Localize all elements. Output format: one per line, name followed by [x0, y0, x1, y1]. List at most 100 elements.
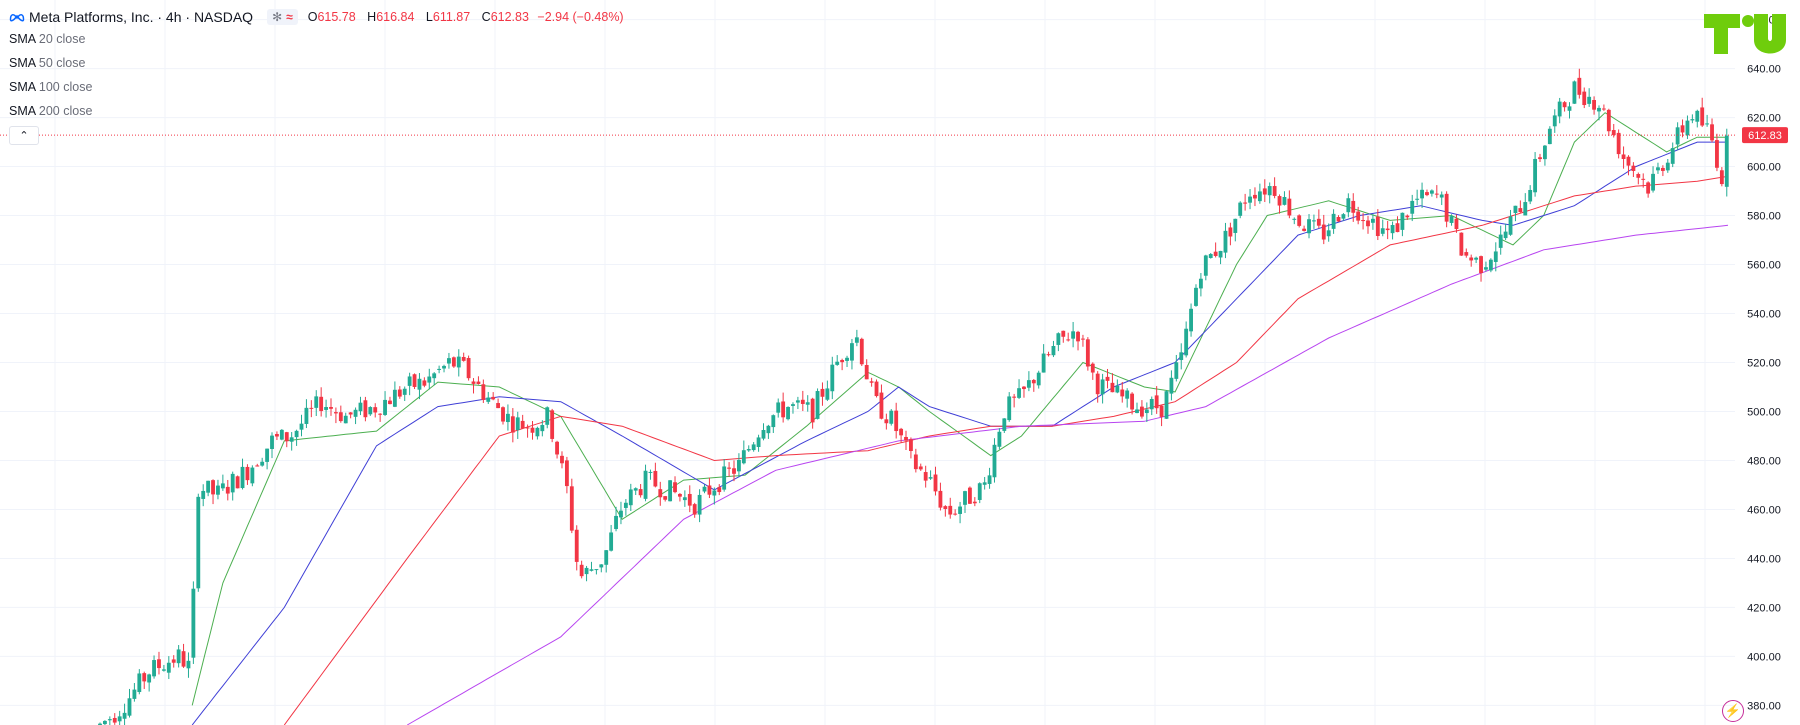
- candle-body: [171, 659, 176, 663]
- indicator-params: 100 close: [38, 80, 93, 94]
- candle-body: [918, 466, 923, 470]
- candle-body: [117, 716, 122, 722]
- candle-body: [333, 412, 338, 414]
- candle-body: [319, 396, 324, 412]
- candle-body: [324, 407, 328, 410]
- y-tick-label: 580.00: [1747, 211, 1781, 223]
- y-tick-label: 500.00: [1747, 406, 1781, 418]
- candle-body: [294, 430, 299, 438]
- candle-body: [1135, 409, 1139, 414]
- candle-body: [1552, 115, 1557, 127]
- last-price-tag: [1742, 127, 1788, 144]
- candle-body: [653, 470, 658, 487]
- candle-body: [786, 406, 790, 420]
- candle-body: [1675, 127, 1680, 145]
- candle-body: [1606, 109, 1611, 132]
- candle-body: [1233, 218, 1238, 233]
- candle-body: [240, 466, 245, 489]
- grid-lines: [0, 0, 1735, 725]
- collapse-indicators-button[interactable]: ⌃: [9, 126, 39, 145]
- candle-body: [1144, 409, 1149, 414]
- candle-body: [279, 429, 284, 440]
- candle-body: [712, 490, 717, 496]
- candle-body: [250, 467, 255, 484]
- candle-body: [186, 660, 191, 669]
- y-tick-label: 380.00: [1747, 700, 1781, 712]
- candle-body: [122, 712, 127, 719]
- symbol-title[interactable]: Meta Platforms, Inc. · 4h · NASDAQ: [29, 9, 254, 25]
- candle-body: [1370, 218, 1375, 223]
- candle-body: [687, 493, 692, 506]
- indicator-name: SMA: [9, 32, 36, 46]
- status-badges[interactable]: ✻ ≈: [267, 9, 298, 25]
- sma-lines: [191, 112, 1729, 725]
- candle-body: [235, 476, 240, 489]
- candle-body: [992, 444, 997, 478]
- candle-body: [481, 384, 486, 400]
- candle-body: [1282, 196, 1287, 205]
- candle-body: [810, 398, 815, 423]
- y-tick-label: 460.00: [1747, 504, 1781, 516]
- close-label: C: [481, 10, 491, 24]
- candle-body: [555, 441, 559, 455]
- candle-body: [1449, 216, 1454, 223]
- y-tick-label: 440.00: [1747, 553, 1781, 565]
- candle-body: [884, 419, 889, 424]
- candle-body: [1012, 396, 1017, 398]
- candle-body: [1719, 170, 1724, 185]
- candle-body: [407, 376, 412, 386]
- candle-body: [1636, 174, 1641, 178]
- candle-body: [909, 439, 913, 452]
- indicator-sma-100[interactable]: SMA 100 close: [9, 80, 92, 94]
- candle-body: [397, 389, 402, 397]
- open-value: 615.78: [317, 10, 356, 24]
- candle-body: [1715, 140, 1719, 168]
- candle-body: [451, 357, 456, 367]
- indicator-sma-20[interactable]: SMA 20 close: [9, 32, 85, 46]
- candle-body: [1017, 388, 1021, 398]
- candle-body: [1616, 132, 1621, 155]
- candle-body: [741, 450, 746, 464]
- indicator-sma-50[interactable]: SMA 50 close: [9, 56, 85, 70]
- candle-body: [471, 381, 476, 384]
- candle-body: [550, 410, 555, 439]
- y-tick-label: 520.00: [1747, 358, 1781, 370]
- candle-body: [358, 402, 363, 412]
- candle-body: [230, 473, 235, 493]
- candle-body: [1592, 100, 1596, 110]
- candle-body: [1336, 216, 1341, 222]
- candle-body: [633, 488, 638, 491]
- candle-body: [697, 494, 702, 515]
- lightning-icon[interactable]: ⚡: [1722, 700, 1744, 722]
- candle-body: [245, 466, 250, 481]
- candle-body: [181, 651, 186, 667]
- candle-body: [943, 506, 948, 509]
- candle-body: [1095, 373, 1100, 395]
- candle-body: [1547, 128, 1552, 145]
- candle-body: [850, 343, 854, 361]
- candle-body: [594, 569, 599, 571]
- candle-body: [584, 567, 589, 575]
- candle-body: [147, 674, 152, 683]
- tradingview-logo-icon[interactable]: [1702, 12, 1792, 56]
- candle-body: [1710, 124, 1714, 141]
- candle-body: [1189, 308, 1193, 332]
- indicator-sma-200[interactable]: SMA 200 close: [9, 104, 92, 118]
- candle-body: [1262, 188, 1267, 195]
- price-axis[interactable]: 380.00 400.00 420.00 440.00 460.00 480.00 500.…: [1742, 15, 1788, 713]
- candle-body: [1238, 202, 1243, 216]
- candle-body: [309, 407, 314, 409]
- candle-body: [1169, 377, 1174, 394]
- candle-body: [1194, 287, 1198, 306]
- candle-body: [1031, 379, 1036, 384]
- candle-body: [1498, 234, 1503, 248]
- candle-body: [1105, 376, 1110, 381]
- candle-body: [284, 432, 289, 442]
- candle-body: [191, 588, 196, 658]
- y-tick-label: 560.00: [1747, 260, 1781, 272]
- candle-body: [1100, 379, 1105, 395]
- candle-body: [1621, 154, 1626, 159]
- candlesticks: [98, 68, 1729, 725]
- candle-body: [1046, 354, 1051, 356]
